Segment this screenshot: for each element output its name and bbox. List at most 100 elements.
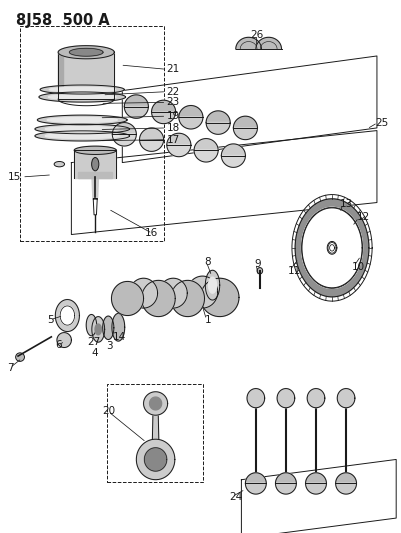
Text: 17: 17 (166, 135, 180, 144)
Polygon shape (256, 37, 282, 49)
Text: 12: 12 (357, 213, 370, 222)
Polygon shape (140, 140, 164, 151)
Polygon shape (247, 389, 265, 408)
Polygon shape (111, 281, 144, 316)
Polygon shape (152, 112, 176, 124)
Polygon shape (209, 277, 217, 293)
Polygon shape (78, 172, 112, 178)
Ellipse shape (257, 268, 263, 274)
Polygon shape (236, 37, 261, 49)
Bar (107, 384, 203, 482)
Polygon shape (302, 208, 362, 288)
Polygon shape (95, 324, 101, 335)
Polygon shape (245, 483, 266, 494)
Polygon shape (103, 316, 114, 340)
Ellipse shape (16, 353, 24, 361)
Polygon shape (49, 87, 115, 92)
Polygon shape (37, 115, 127, 125)
Polygon shape (130, 278, 158, 308)
Polygon shape (40, 85, 124, 94)
Polygon shape (35, 124, 130, 134)
Polygon shape (187, 276, 218, 308)
Text: 5: 5 (47, 315, 54, 325)
Polygon shape (206, 111, 230, 123)
Polygon shape (179, 106, 203, 117)
Polygon shape (60, 306, 75, 325)
Polygon shape (47, 118, 117, 122)
Polygon shape (74, 146, 116, 155)
Text: 19: 19 (166, 111, 180, 121)
Polygon shape (152, 403, 159, 439)
Text: 18: 18 (166, 123, 180, 133)
Polygon shape (194, 150, 218, 162)
Polygon shape (328, 243, 336, 253)
Polygon shape (144, 448, 167, 471)
Polygon shape (58, 52, 63, 99)
Polygon shape (306, 473, 326, 483)
Text: 10: 10 (352, 262, 365, 271)
Polygon shape (58, 46, 114, 59)
Polygon shape (45, 133, 119, 139)
Ellipse shape (91, 158, 99, 171)
Text: 8J58  500 A: 8J58 500 A (16, 13, 110, 28)
Polygon shape (221, 144, 245, 156)
Polygon shape (167, 133, 191, 145)
Text: 15: 15 (8, 172, 21, 182)
Polygon shape (92, 317, 105, 342)
Polygon shape (336, 483, 356, 494)
Polygon shape (112, 134, 136, 146)
Polygon shape (307, 389, 325, 408)
Polygon shape (306, 483, 326, 494)
Text: 26: 26 (251, 30, 264, 39)
Polygon shape (150, 397, 162, 410)
Text: 1: 1 (205, 315, 211, 325)
Polygon shape (206, 123, 230, 134)
Bar (20, 26, 164, 241)
Polygon shape (112, 123, 136, 134)
Polygon shape (58, 52, 114, 99)
Polygon shape (336, 473, 356, 483)
Polygon shape (49, 94, 116, 100)
Polygon shape (140, 128, 164, 140)
Polygon shape (167, 145, 191, 157)
Text: 11: 11 (288, 266, 301, 276)
Text: 27: 27 (87, 337, 101, 347)
Polygon shape (327, 241, 337, 254)
Polygon shape (144, 392, 168, 415)
Polygon shape (124, 107, 148, 118)
Text: 3: 3 (106, 342, 113, 351)
Text: 13: 13 (340, 199, 353, 208)
Text: 2: 2 (141, 298, 148, 308)
Polygon shape (39, 92, 126, 102)
Polygon shape (159, 278, 187, 308)
Polygon shape (57, 333, 71, 348)
Polygon shape (275, 473, 296, 483)
Polygon shape (295, 199, 369, 297)
Polygon shape (112, 313, 125, 341)
Text: 24: 24 (229, 492, 243, 502)
Text: 21: 21 (166, 64, 180, 74)
Polygon shape (205, 270, 220, 300)
Polygon shape (45, 127, 119, 131)
Text: 20: 20 (102, 407, 115, 416)
Polygon shape (277, 389, 295, 408)
Polygon shape (233, 116, 257, 128)
Polygon shape (275, 483, 296, 494)
Polygon shape (152, 100, 176, 112)
Text: 23: 23 (166, 98, 180, 107)
Text: 6: 6 (55, 341, 62, 350)
Text: 7: 7 (7, 363, 14, 373)
Polygon shape (302, 207, 363, 288)
Polygon shape (35, 131, 130, 141)
Polygon shape (92, 177, 99, 197)
Polygon shape (194, 139, 218, 150)
Polygon shape (171, 280, 205, 317)
Polygon shape (221, 156, 245, 167)
Text: 14: 14 (113, 332, 126, 342)
Polygon shape (233, 128, 257, 140)
Polygon shape (74, 150, 116, 178)
Polygon shape (136, 439, 175, 480)
Text: 22: 22 (166, 87, 180, 96)
Polygon shape (55, 300, 79, 332)
Polygon shape (330, 245, 334, 251)
